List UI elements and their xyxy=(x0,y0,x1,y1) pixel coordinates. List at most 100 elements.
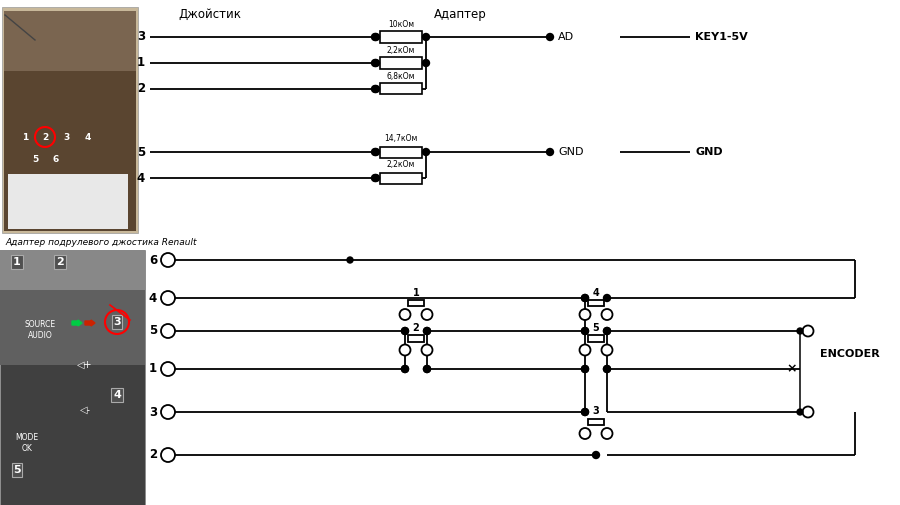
Circle shape xyxy=(372,33,379,40)
Bar xyxy=(408,335,424,341)
Bar xyxy=(588,335,604,341)
Circle shape xyxy=(373,60,380,67)
Text: SOURCE
AUDIO: SOURCE AUDIO xyxy=(24,320,56,340)
Text: 6: 6 xyxy=(53,156,59,165)
Circle shape xyxy=(604,328,610,334)
Bar xyxy=(0,250,145,290)
Circle shape xyxy=(604,366,610,373)
Circle shape xyxy=(372,85,379,92)
Text: 10кОм: 10кОм xyxy=(388,20,414,28)
Text: 3: 3 xyxy=(148,406,157,419)
Text: KEY1-5V: KEY1-5V xyxy=(695,32,748,42)
Text: 5: 5 xyxy=(14,465,21,475)
FancyArrow shape xyxy=(85,320,95,326)
Circle shape xyxy=(803,326,814,336)
Circle shape xyxy=(604,366,610,373)
Bar xyxy=(0,250,145,365)
Text: 1: 1 xyxy=(22,132,28,141)
Bar xyxy=(380,173,422,183)
Text: 2,2кОм: 2,2кОм xyxy=(387,161,415,170)
Circle shape xyxy=(422,148,429,156)
Circle shape xyxy=(161,405,175,419)
Text: 2: 2 xyxy=(148,448,157,462)
Circle shape xyxy=(546,33,554,40)
Text: 5: 5 xyxy=(148,325,157,337)
Circle shape xyxy=(581,366,589,373)
Circle shape xyxy=(424,366,430,373)
Circle shape xyxy=(581,294,589,301)
Bar xyxy=(380,83,422,94)
Circle shape xyxy=(422,60,429,67)
Text: ◁-: ◁- xyxy=(79,405,91,415)
Bar xyxy=(2,7,138,233)
Circle shape xyxy=(347,257,353,263)
Bar xyxy=(588,419,604,425)
Text: 4: 4 xyxy=(137,172,145,184)
Bar xyxy=(4,71,136,231)
Bar xyxy=(408,299,424,306)
Circle shape xyxy=(580,309,590,320)
Circle shape xyxy=(372,148,379,156)
Circle shape xyxy=(401,328,409,334)
Circle shape xyxy=(803,407,814,418)
Text: 14,7кОм: 14,7кОм xyxy=(384,134,418,143)
Text: 2: 2 xyxy=(42,132,48,141)
Circle shape xyxy=(373,175,380,181)
Circle shape xyxy=(797,328,803,334)
Circle shape xyxy=(421,309,433,320)
Text: GND: GND xyxy=(695,147,723,157)
Circle shape xyxy=(161,448,175,462)
Circle shape xyxy=(401,328,409,334)
Text: AD: AD xyxy=(558,32,574,42)
Bar xyxy=(380,58,422,69)
Text: 5: 5 xyxy=(137,145,145,159)
Bar xyxy=(588,299,604,306)
Circle shape xyxy=(422,33,429,40)
Circle shape xyxy=(581,328,589,334)
Circle shape xyxy=(401,366,409,373)
Bar xyxy=(380,146,422,158)
Text: 2: 2 xyxy=(56,257,64,267)
Text: 3: 3 xyxy=(64,132,70,141)
Text: 5: 5 xyxy=(32,156,38,165)
Circle shape xyxy=(421,344,433,356)
Text: Адаптер подрулевого джостика Renault: Адаптер подрулевого джостика Renault xyxy=(5,238,196,247)
Circle shape xyxy=(601,344,613,356)
Text: 4: 4 xyxy=(113,390,121,400)
Text: 6,8кОм: 6,8кОм xyxy=(387,72,415,80)
Text: 1: 1 xyxy=(14,257,21,267)
Text: 2: 2 xyxy=(137,82,145,95)
Circle shape xyxy=(797,409,803,415)
Circle shape xyxy=(373,33,380,40)
Bar xyxy=(0,250,145,505)
Circle shape xyxy=(400,309,410,320)
Text: ◁+: ◁+ xyxy=(77,360,93,370)
Circle shape xyxy=(424,328,430,334)
Text: 1: 1 xyxy=(148,363,157,376)
Circle shape xyxy=(581,409,589,416)
Circle shape xyxy=(400,344,410,356)
Text: 3: 3 xyxy=(592,407,599,417)
Text: MODE
OK: MODE OK xyxy=(15,433,39,452)
Text: 6: 6 xyxy=(148,254,157,267)
Text: 1: 1 xyxy=(137,57,145,70)
Circle shape xyxy=(424,366,430,373)
Text: 4: 4 xyxy=(592,287,599,297)
Circle shape xyxy=(373,85,380,92)
Text: 2,2кОм: 2,2кОм xyxy=(387,45,415,55)
Circle shape xyxy=(581,366,589,373)
Circle shape xyxy=(161,253,175,267)
Circle shape xyxy=(601,428,613,439)
Text: 3: 3 xyxy=(113,317,121,327)
Text: 1: 1 xyxy=(412,287,419,297)
Circle shape xyxy=(581,328,589,334)
Text: 4: 4 xyxy=(85,132,91,141)
Text: GND: GND xyxy=(558,147,583,157)
Circle shape xyxy=(161,324,175,338)
Circle shape xyxy=(161,291,175,305)
Text: ×: × xyxy=(787,363,797,376)
Bar xyxy=(380,31,422,42)
Circle shape xyxy=(580,428,590,439)
Circle shape xyxy=(592,451,599,459)
Text: 2: 2 xyxy=(412,323,419,333)
